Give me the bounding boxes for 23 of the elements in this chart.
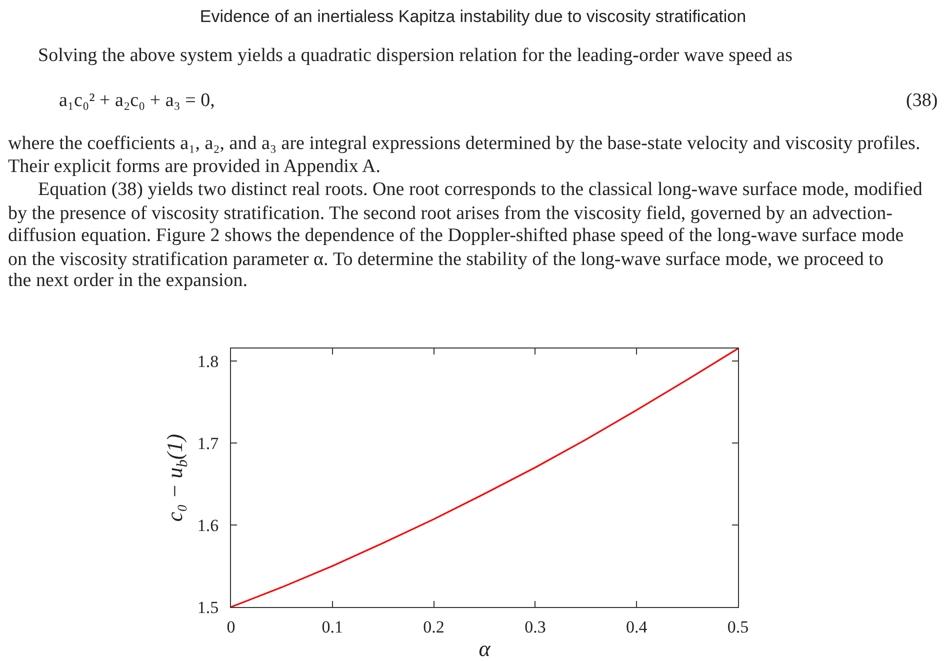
text: the next order in the expansion.: [8, 270, 248, 291]
x-tick-label: 0.5: [727, 617, 749, 636]
text: by the presence of viscosity stratification. The second root arises from the viscosity field, governed by an advection-: [8, 203, 892, 224]
x-tick-label: 0.1: [322, 617, 344, 636]
text: Their explicit forms are provided in Appendix A.: [8, 156, 381, 177]
y-tick-label: 1.6: [197, 516, 219, 535]
line-series: [231, 348, 738, 607]
y-tick-label: 1.5: [197, 598, 219, 617]
chart-title: Evidence of an inertialess Kapitza instability due to viscosity stratification: [200, 6, 746, 26]
text: a₁c₀² + a₂c₀ + a₃ = 0,: [59, 90, 215, 111]
text: diffusion equation. Figure 2 shows the dependence of the Doppler-shifted phase speed of the long-wave surface mode: [8, 225, 904, 246]
x-tick-label: 0: [226, 617, 236, 636]
x-axis-title: α: [478, 636, 491, 661]
text: on the viscosity stratification parameter α. To determine the stability of the long-wave surface mode, we proceed to: [8, 249, 884, 270]
text: Equation (38) yields two distinct real roots. One root corresponds to the classical long-wave surface mode, modified: [38, 179, 923, 200]
x-tick-label: 0.4: [626, 617, 648, 636]
y-tick-label: 1.7: [197, 434, 220, 453]
x-tick-label: 0.3: [524, 617, 546, 636]
x-tick-label: 0.2: [423, 617, 444, 636]
text: where the coefficients a₁, a₂, and a₃ are integral expressions determined by the base-state velocity and viscosity profiles.: [8, 133, 920, 154]
text: (38): [906, 90, 938, 111]
text: Solving the above system yields a quadratic dispersion relation for the leading-order wave speed as: [38, 45, 792, 66]
y-tick-label: 1.8: [197, 352, 219, 371]
